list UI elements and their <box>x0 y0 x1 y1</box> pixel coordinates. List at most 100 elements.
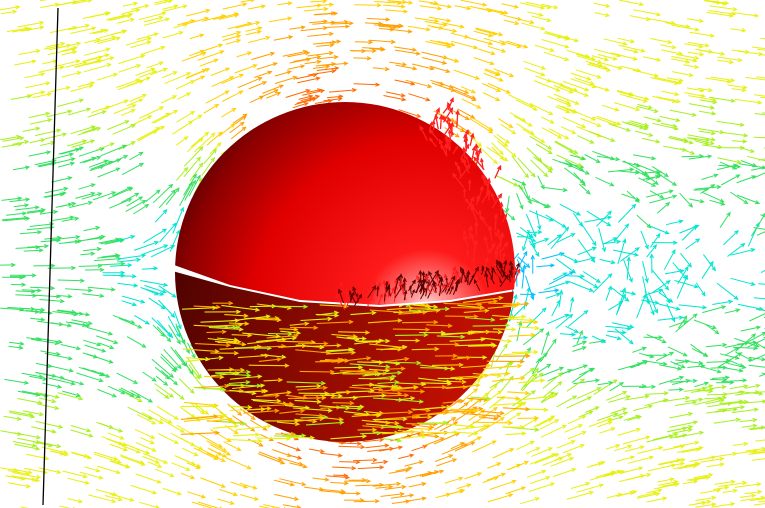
velocity-arrowhead <box>633 252 639 257</box>
velocity-arrowhead <box>741 87 747 93</box>
velocity-arrowhead <box>17 431 23 436</box>
velocity-arrowhead <box>24 471 30 476</box>
velocity-arrowhead <box>736 164 742 169</box>
velocity-arrow <box>709 96 735 102</box>
velocity-arrowhead <box>754 390 760 395</box>
velocity-arrowhead <box>532 232 537 238</box>
velocity-arrowhead <box>199 33 205 38</box>
velocity-arrow <box>175 326 185 344</box>
velocity-arrow <box>660 288 671 303</box>
velocity-arrowhead <box>362 434 368 439</box>
velocity-arrowhead <box>540 72 546 77</box>
velocity-arrowhead <box>684 359 690 364</box>
velocity-arrowhead <box>179 395 185 400</box>
velocity-arrow <box>708 452 737 459</box>
velocity-arrow <box>189 50 204 57</box>
velocity-arrow <box>263 504 282 508</box>
velocity-arrow <box>118 55 145 65</box>
velocity-arrowhead <box>366 478 372 484</box>
velocity-arrowhead <box>225 67 231 72</box>
velocity-arrow <box>296 98 313 104</box>
velocity-arrowhead <box>724 0 730 6</box>
velocity-arrow <box>586 462 602 469</box>
velocity-arrowhead <box>529 441 535 445</box>
velocity-arrow <box>312 21 335 25</box>
velocity-arrowhead <box>88 84 94 89</box>
velocity-arrow <box>683 64 699 68</box>
velocity-arrowhead <box>498 77 504 82</box>
velocity-arrow <box>12 166 30 171</box>
velocity-arrow <box>629 120 649 127</box>
velocity-arrow <box>82 248 101 252</box>
velocity-arrowhead <box>231 419 237 425</box>
velocity-arrowhead <box>527 199 532 205</box>
velocity-arrowhead <box>598 483 605 488</box>
velocity-arrowhead <box>674 91 680 97</box>
velocity-arrowhead <box>556 234 562 239</box>
velocity-arrowhead <box>219 50 225 55</box>
velocity-arrowhead <box>349 400 355 406</box>
velocity-arrow <box>418 0 438 4</box>
velocity-arrowhead <box>537 157 543 163</box>
velocity-arrowhead <box>447 4 453 9</box>
velocity-arrowhead <box>376 3 382 8</box>
velocity-arrow <box>99 263 125 266</box>
velocity-arrowhead <box>409 453 415 458</box>
velocity-arrow <box>256 62 277 70</box>
velocity-arrowhead <box>610 427 616 432</box>
velocity-arrowhead <box>257 374 263 379</box>
velocity-arrowhead <box>581 346 587 351</box>
velocity-arrowhead <box>59 298 65 304</box>
velocity-arrow <box>459 164 471 180</box>
velocity-arrowhead <box>87 455 93 460</box>
velocity-arrow <box>208 418 232 422</box>
velocity-arrow <box>563 444 585 454</box>
velocity-arrowhead <box>604 12 611 18</box>
velocity-arrowhead <box>706 499 712 505</box>
velocity-arrow <box>523 60 546 70</box>
velocity-arrowhead <box>722 395 728 400</box>
velocity-arrow <box>603 38 627 45</box>
velocity-arrowhead <box>557 134 563 139</box>
velocity-arrowhead <box>524 390 531 396</box>
velocity-arrowhead <box>327 98 333 104</box>
velocity-arrow <box>675 359 703 364</box>
velocity-arrow <box>460 86 476 94</box>
velocity-arrow <box>695 282 706 296</box>
velocity-arrowhead <box>151 377 157 382</box>
velocity-arrowhead <box>590 368 596 372</box>
velocity-arrow <box>388 469 409 474</box>
velocity-arrow <box>172 120 193 135</box>
velocity-arrow <box>70 125 95 135</box>
velocity-arrow <box>753 227 765 230</box>
velocity-arrow <box>377 294 383 305</box>
velocity-arrowhead <box>122 29 128 34</box>
velocity-arrowhead <box>692 463 698 469</box>
velocity-arrowhead <box>688 202 694 208</box>
velocity-arrow <box>193 447 218 460</box>
velocity-arrowhead <box>562 272 568 277</box>
velocity-arrowhead <box>641 346 647 351</box>
velocity-arrow <box>354 41 373 43</box>
velocity-arrowhead <box>408 409 414 415</box>
velocity-arrowhead <box>515 396 521 401</box>
velocity-arrowhead <box>325 64 331 70</box>
velocity-arrow <box>98 342 114 349</box>
velocity-arrow <box>498 118 513 128</box>
velocity-arrow <box>629 360 647 369</box>
velocity-arrow <box>304 486 324 491</box>
velocity-arrowhead <box>550 415 556 420</box>
velocity-arrowhead <box>546 363 552 369</box>
velocity-arrowhead <box>478 406 484 412</box>
velocity-arrow <box>408 482 426 488</box>
velocity-arrowhead <box>55 351 61 357</box>
velocity-arrowhead <box>730 77 736 83</box>
velocity-arrowhead <box>581 181 586 187</box>
velocity-arrow <box>556 233 575 243</box>
velocity-arrow <box>569 297 574 313</box>
velocity-arrowhead <box>98 378 104 383</box>
velocity-arrow <box>325 475 349 479</box>
velocity-arrowhead <box>338 288 343 294</box>
velocity-arrow <box>384 486 406 490</box>
velocity-arrow <box>312 477 329 481</box>
